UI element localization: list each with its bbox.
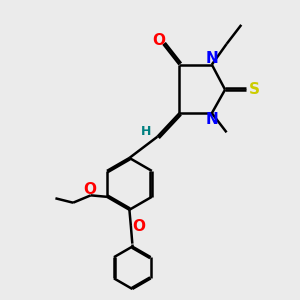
Text: O: O	[84, 182, 97, 197]
Text: O: O	[133, 219, 146, 234]
Text: N: N	[206, 51, 218, 66]
Text: O: O	[152, 33, 165, 48]
Text: S: S	[248, 82, 260, 97]
Text: H: H	[141, 125, 152, 138]
Text: N: N	[206, 112, 218, 127]
